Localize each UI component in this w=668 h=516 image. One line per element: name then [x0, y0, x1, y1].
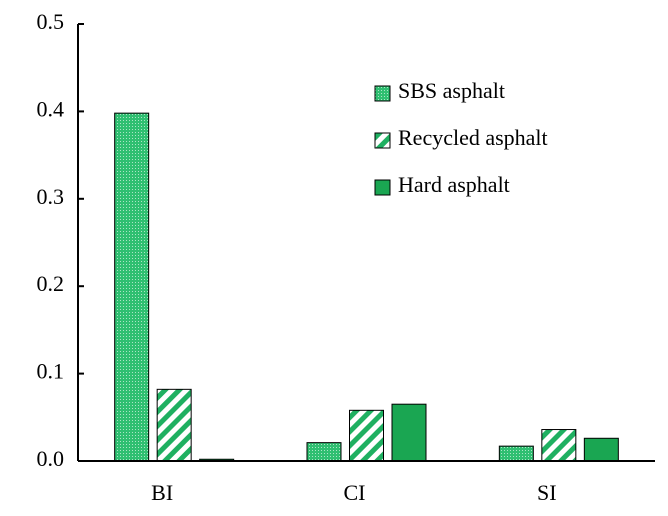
x-tick-label: CI: [344, 480, 366, 505]
legend-swatch: [374, 179, 391, 196]
y-tick-label: 0.5: [37, 9, 65, 34]
legend-swatch: [374, 85, 391, 102]
bar: [541, 429, 577, 462]
bar: [498, 445, 534, 462]
bar: [349, 409, 384, 462]
legend-swatch: [374, 132, 391, 149]
x-tick-label: BI: [151, 480, 173, 505]
y-tick-label: 0.1: [37, 359, 65, 384]
y-tick-label: 0.0: [37, 446, 65, 471]
legend-label: Recycled asphalt: [398, 125, 548, 150]
legend-label: Hard asphalt: [398, 172, 510, 197]
bar: [156, 388, 192, 462]
bar: [583, 437, 619, 462]
bar: [114, 112, 150, 462]
legend-label: SBS asphalt: [398, 78, 505, 103]
y-tick-label: 0.4: [37, 96, 65, 121]
y-tick-label: 0.3: [37, 184, 65, 209]
y-tick-label: 0.2: [37, 271, 65, 296]
x-tick-label: SI: [537, 480, 557, 505]
bar: [306, 442, 342, 462]
bar: [391, 403, 427, 462]
